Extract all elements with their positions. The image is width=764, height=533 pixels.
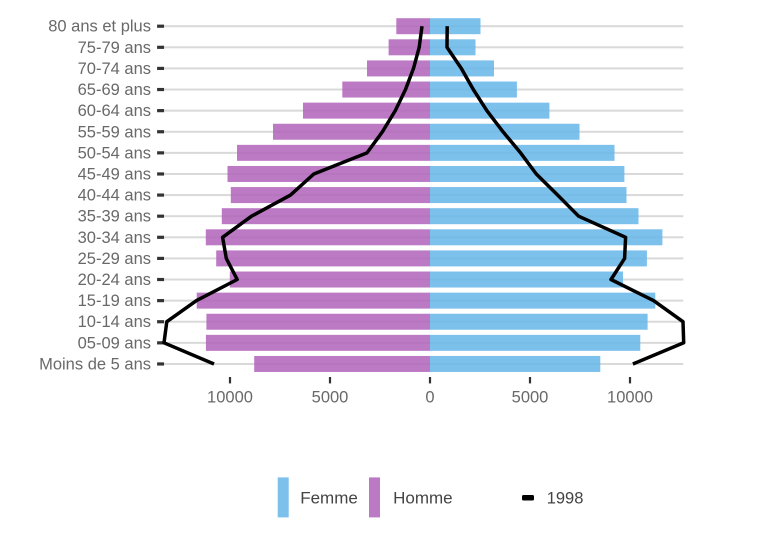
- svg-text:5000: 5000: [512, 389, 549, 407]
- svg-text:50-54 ans: 50-54 ans: [78, 144, 151, 162]
- svg-text:Homme: Homme: [393, 489, 453, 508]
- svg-text:05-09 ans: 05-09 ans: [78, 334, 151, 352]
- svg-text:75-79 ans: 75-79 ans: [78, 39, 151, 57]
- svg-text:30-34 ans: 30-34 ans: [78, 229, 151, 247]
- svg-text:0: 0: [425, 389, 434, 407]
- svg-text:65-69 ans: 65-69 ans: [78, 81, 151, 99]
- svg-text:10000: 10000: [607, 389, 653, 407]
- svg-text:25-29 ans: 25-29 ans: [78, 250, 151, 268]
- svg-text:70-74 ans: 70-74 ans: [78, 60, 151, 78]
- svg-text:10000: 10000: [207, 389, 253, 407]
- svg-text:60-64 ans: 60-64 ans: [78, 102, 151, 120]
- svg-text:55-59 ans: 55-59 ans: [78, 123, 151, 141]
- svg-text:Femme: Femme: [300, 489, 358, 508]
- svg-text:10-14 ans: 10-14 ans: [78, 313, 151, 331]
- svg-text:15-19 ans: 15-19 ans: [78, 292, 151, 310]
- svg-text:Moins de 5 ans: Moins de 5 ans: [39, 355, 151, 373]
- svg-text:45-49 ans: 45-49 ans: [78, 165, 151, 183]
- svg-text:40-44 ans: 40-44 ans: [78, 187, 151, 205]
- svg-text:5000: 5000: [312, 389, 349, 407]
- svg-text:80 ans et plus: 80 ans et plus: [48, 18, 151, 36]
- svg-text:35-39 ans: 35-39 ans: [78, 208, 151, 226]
- svg-text:20-24 ans: 20-24 ans: [78, 271, 151, 289]
- svg-text:1998: 1998: [547, 490, 584, 508]
